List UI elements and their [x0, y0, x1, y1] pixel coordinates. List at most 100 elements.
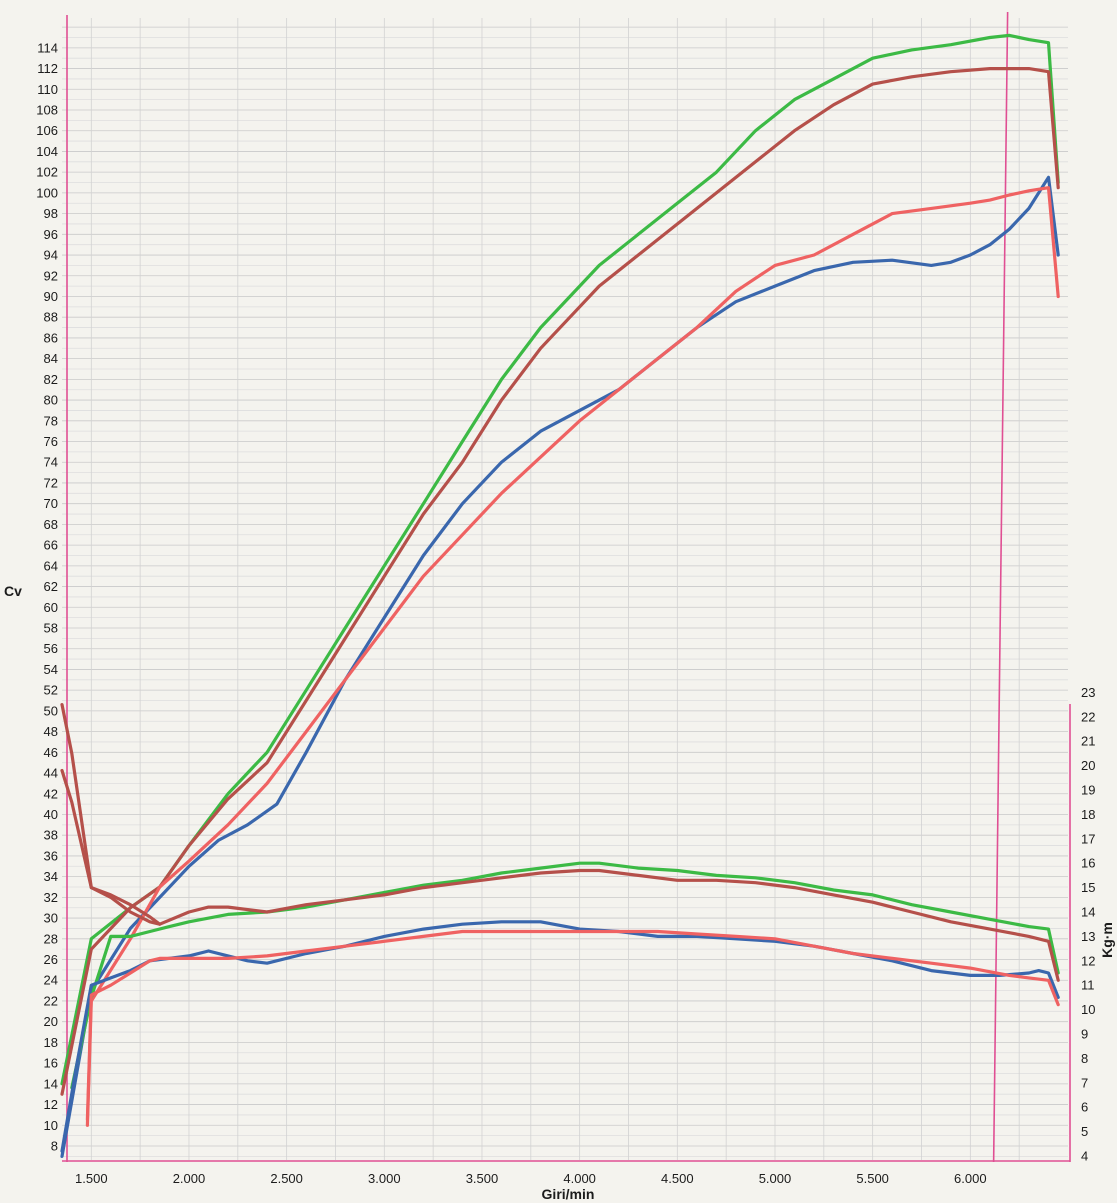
y-right-tick-label: 19 [1081, 783, 1095, 798]
y-left-tick-label: 80 [44, 393, 58, 408]
y-left-tick-label: 100 [36, 185, 58, 200]
y-left-tick-label: 26 [44, 952, 58, 967]
y-left-tick-label: 22 [44, 993, 58, 1008]
y-left-tick-label: 86 [44, 330, 58, 345]
y-left-tick-label: 12 [44, 1097, 58, 1112]
y-right-tick-label: 23 [1081, 685, 1095, 700]
y-left-tick-label: 36 [44, 848, 58, 863]
y-left-tick-label: 20 [44, 1014, 58, 1029]
y-left-tick-label: 72 [44, 475, 58, 490]
series-lines [60, 33, 1060, 1159]
y-left-tick-label: 60 [44, 600, 58, 615]
x-tick-label: 3.500 [466, 1171, 499, 1186]
torque-curve-7 [60, 920, 1060, 1153]
y-left-tick-label: 98 [44, 206, 58, 221]
y-right-tick-label: 5 [1081, 1124, 1088, 1139]
y-left-tick-label: 102 [36, 165, 58, 180]
y-left-tick-label: 70 [44, 496, 58, 511]
y-left-tick-label: 58 [44, 621, 58, 636]
y-left-tick-label: 40 [44, 807, 58, 822]
y-left-tick-label: 50 [44, 703, 58, 718]
y-axis-left-label: Cv [4, 583, 22, 599]
y-left-tick-label: 56 [44, 641, 58, 656]
y-left-tick-label: 38 [44, 828, 58, 843]
power-curve-3 [85, 186, 1060, 1127]
x-tick-label: 4.000 [563, 1171, 596, 1186]
y-left-tick-label: 104 [36, 144, 58, 159]
torque-curve-4 [70, 861, 1060, 1090]
y-right-tick-label: 22 [1081, 709, 1095, 724]
y-left-tick-label: 84 [44, 351, 58, 366]
y-left-tick-label: 114 [37, 40, 58, 55]
y-right-tick-label: 6 [1081, 1100, 1088, 1115]
torque-curve-6 [60, 768, 162, 926]
y-left-tick-label: 92 [44, 268, 58, 283]
y-left-tick-label: 44 [44, 766, 58, 781]
y-right-tick-label: 10 [1081, 1002, 1095, 1017]
y-left-tick-label: 76 [44, 434, 58, 449]
y-left-tick-label: 112 [37, 61, 58, 76]
y-right-tick-label: 8 [1081, 1051, 1088, 1066]
y-left-tick-label: 10 [44, 1118, 58, 1133]
x-tick-label: 6.000 [954, 1171, 987, 1186]
y-right-tick-label: 17 [1081, 831, 1095, 846]
y-right-tick-label: 13 [1081, 929, 1095, 944]
y-left-tick-label: 14 [44, 1076, 58, 1091]
x-tick-label: 4.500 [661, 1171, 694, 1186]
y-left-tick-label: 62 [44, 579, 58, 594]
y-right-tick-label: 18 [1081, 807, 1095, 822]
grid-lines [62, 18, 1068, 1160]
y-right-tick-label: 11 [1081, 978, 1095, 993]
x-axis-label: Giri/min [542, 1186, 595, 1202]
x-tick-label: 2.500 [270, 1171, 303, 1186]
y-left-tick-label: 88 [44, 310, 58, 325]
y-left-tick-label: 24 [44, 973, 58, 988]
y-right-tick-label: 21 [1081, 734, 1095, 749]
x-tick-label: 5.000 [759, 1171, 792, 1186]
y-right-tick-label: 9 [1081, 1027, 1088, 1042]
y-left-tick-label: 34 [44, 869, 58, 884]
y-left-tick-label: 30 [44, 911, 58, 926]
x-tick-label: 1.500 [75, 1171, 108, 1186]
y-left-tick-label: 110 [37, 82, 58, 97]
x-tick-label: 3.000 [368, 1171, 401, 1186]
y-right-tick-label: 16 [1081, 856, 1095, 871]
rpm-marker-line [992, 11, 1009, 1163]
y-left-tick-label: 94 [44, 248, 58, 263]
y-left-tick-label: 46 [44, 745, 58, 760]
power-curve-0 [60, 33, 1060, 1086]
y-left-tick-label: 82 [44, 372, 58, 387]
y-left-tick-label: 74 [44, 455, 58, 470]
y-left-tick-label: 42 [44, 786, 58, 801]
y-left-tick-label: 64 [44, 558, 58, 573]
y-left-tick-label: 68 [44, 517, 58, 532]
y-left-tick-label: 18 [44, 1035, 58, 1050]
y-left-tick-label: 90 [44, 289, 58, 304]
y-left-tick-label: 48 [44, 724, 58, 739]
y-left-tick-label: 106 [36, 123, 58, 138]
y-left-tick-label: 78 [44, 413, 58, 428]
y-left-tick-label: 32 [44, 890, 58, 905]
y-right-tick-label: 15 [1081, 880, 1095, 895]
y-right-tick-label: 20 [1081, 758, 1095, 773]
y-axis-right-label: Kg·m [1099, 922, 1115, 958]
y-left-tick-label: 28 [44, 931, 58, 946]
y-right-tick-label: 12 [1081, 953, 1095, 968]
power-curve-2 [60, 175, 1060, 1159]
y-left-tick-label: 108 [36, 103, 58, 118]
y-left-tick-label: 54 [44, 662, 58, 677]
y-right-tick-label: 7 [1081, 1075, 1088, 1090]
power-curve-1 [60, 66, 1060, 1096]
torque-curve-8 [85, 929, 1060, 1122]
y-left-tick-label: 96 [44, 227, 58, 242]
torque-curve-5 [60, 702, 1060, 982]
x-tick-label: 5.500 [856, 1171, 889, 1186]
y-right-tick-label: 4 [1081, 1149, 1088, 1164]
y-left-tick-label: 8 [51, 1139, 58, 1154]
y-right-tick-label: 14 [1081, 905, 1095, 920]
tick-labels: 8101214161820222426283032343638404244464… [36, 40, 1095, 1186]
chart-frame [62, 11, 1071, 1163]
y-left-tick-label: 52 [44, 683, 58, 698]
x-tick-label: 2.000 [173, 1171, 206, 1186]
